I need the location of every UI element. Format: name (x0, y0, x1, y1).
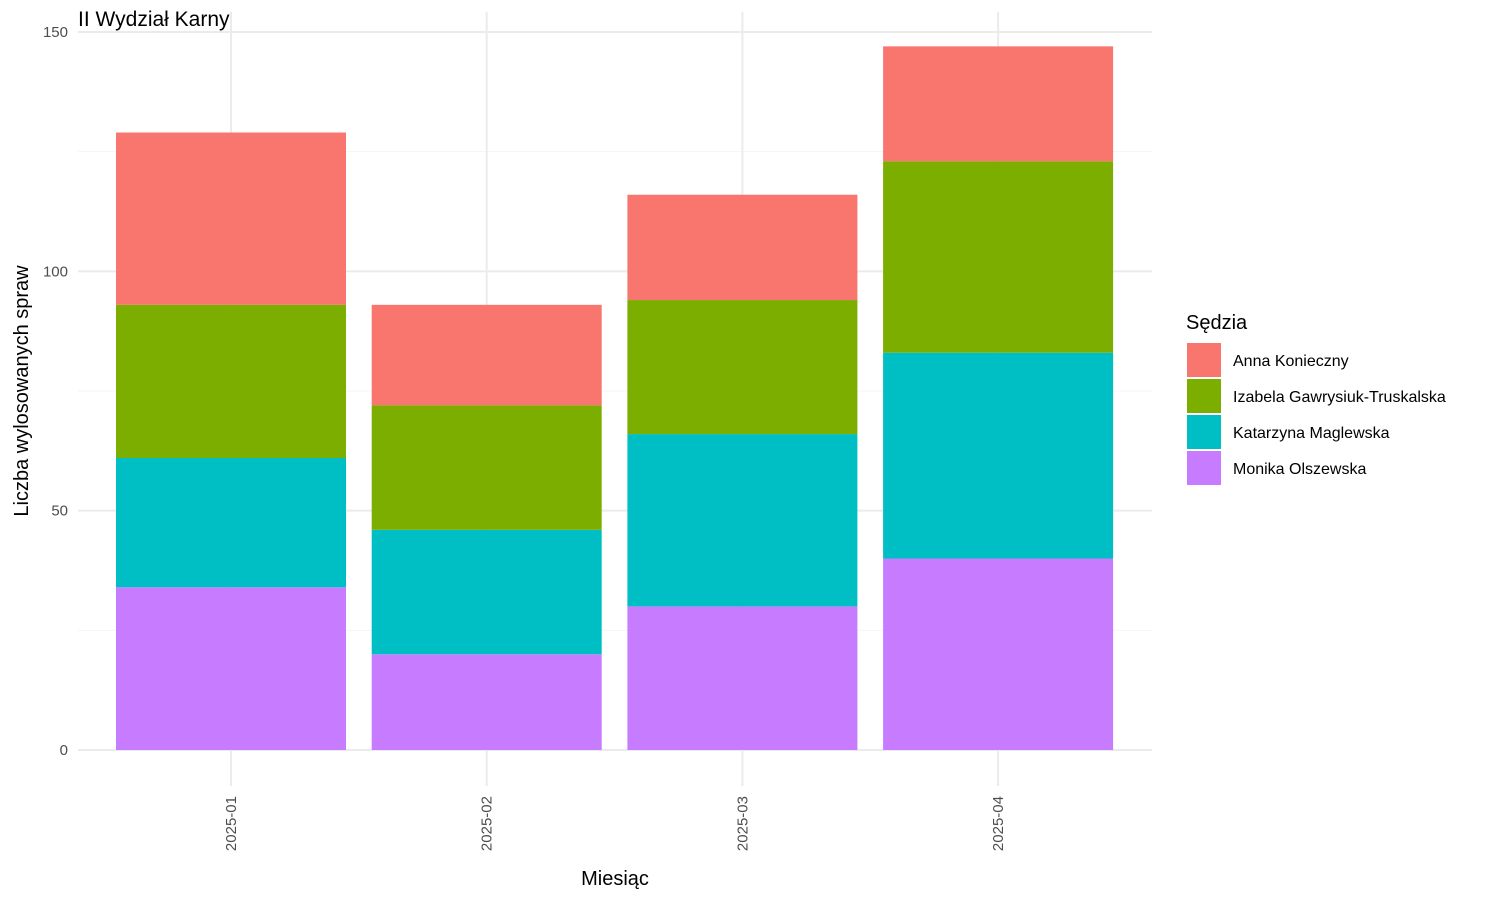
bar-segment-2025-01-izabela-gawrysiuk-truskalska (116, 304, 346, 459)
bar-segment-2025-03-katarzyna-maglewska (627, 434, 858, 607)
legend-key-anna-konieczny (1187, 343, 1221, 377)
legend-label-monika-olszewska: Monika Olszewska (1233, 461, 1366, 478)
x-tick-label: 2025-03 (734, 796, 751, 851)
y-tick-label: 50 (51, 503, 68, 520)
bar-segment-2025-02-katarzyna-maglewska (371, 529, 602, 655)
x-tick-label: 2025-01 (223, 796, 240, 851)
x-axis-ticks: 2025-01 2025-02 2025-03 2025-04 (223, 796, 1007, 851)
bar-segment-2025-01-monika-olszewska (116, 587, 346, 750)
legend-key-izabela-gawrysiuk-truskalska (1187, 379, 1221, 413)
bar-segment-2025-02-izabela-gawrysiuk-truskalska (371, 405, 602, 530)
bar-segment-2025-04-anna-konieczny (883, 46, 1114, 162)
chart-title: II Wydział Karny (78, 8, 230, 31)
legend-title: Sędzia (1186, 312, 1248, 334)
legend-label-izabela-gawrysiuk-truskalska: Izabela Gawrysiuk-Truskalska (1233, 389, 1446, 406)
bar-segment-2025-01-katarzyna-maglewska (116, 458, 346, 588)
bar-segment-2025-03-anna-konieczny (627, 194, 858, 301)
bar-segment-2025-04-katarzyna-maglewska (883, 352, 1114, 559)
bar-segment-2025-01-anna-konieczny (116, 132, 346, 305)
x-tick-label: 2025-02 (479, 796, 496, 851)
legend-label-katarzyna-maglewska: Katarzyna Maglewska (1233, 425, 1390, 442)
bar-segment-2025-04-monika-olszewska (883, 558, 1114, 750)
legend-label-anna-konieczny: Anna Konieczny (1233, 353, 1349, 370)
y-axis-ticks: 0 50 100 150 (43, 24, 68, 759)
x-axis-title: Miesiąc (581, 868, 649, 890)
x-tick-label: 2025-04 (990, 796, 1007, 851)
y-axis-title: Liczba wylosowanych spraw (11, 265, 33, 517)
y-tick-label: 0 (60, 742, 68, 759)
y-tick-label: 100 (43, 263, 68, 280)
bar-segment-2025-02-monika-olszewska (371, 654, 602, 750)
bar-segment-2025-02-anna-konieczny (371, 304, 602, 406)
legend-key-monika-olszewska (1187, 451, 1221, 485)
legend-key-katarzyna-maglewska (1187, 415, 1221, 449)
bars (116, 46, 1114, 750)
y-tick-label: 150 (43, 24, 68, 41)
bar-segment-2025-03-monika-olszewska (627, 606, 858, 750)
bar-segment-2025-03-izabela-gawrysiuk-truskalska (627, 300, 858, 435)
legend: Sędzia Anna Konieczny Izabela Gawrysiuk-T… (1186, 312, 1446, 485)
bar-segment-2025-04-izabela-gawrysiuk-truskalska (883, 161, 1114, 353)
